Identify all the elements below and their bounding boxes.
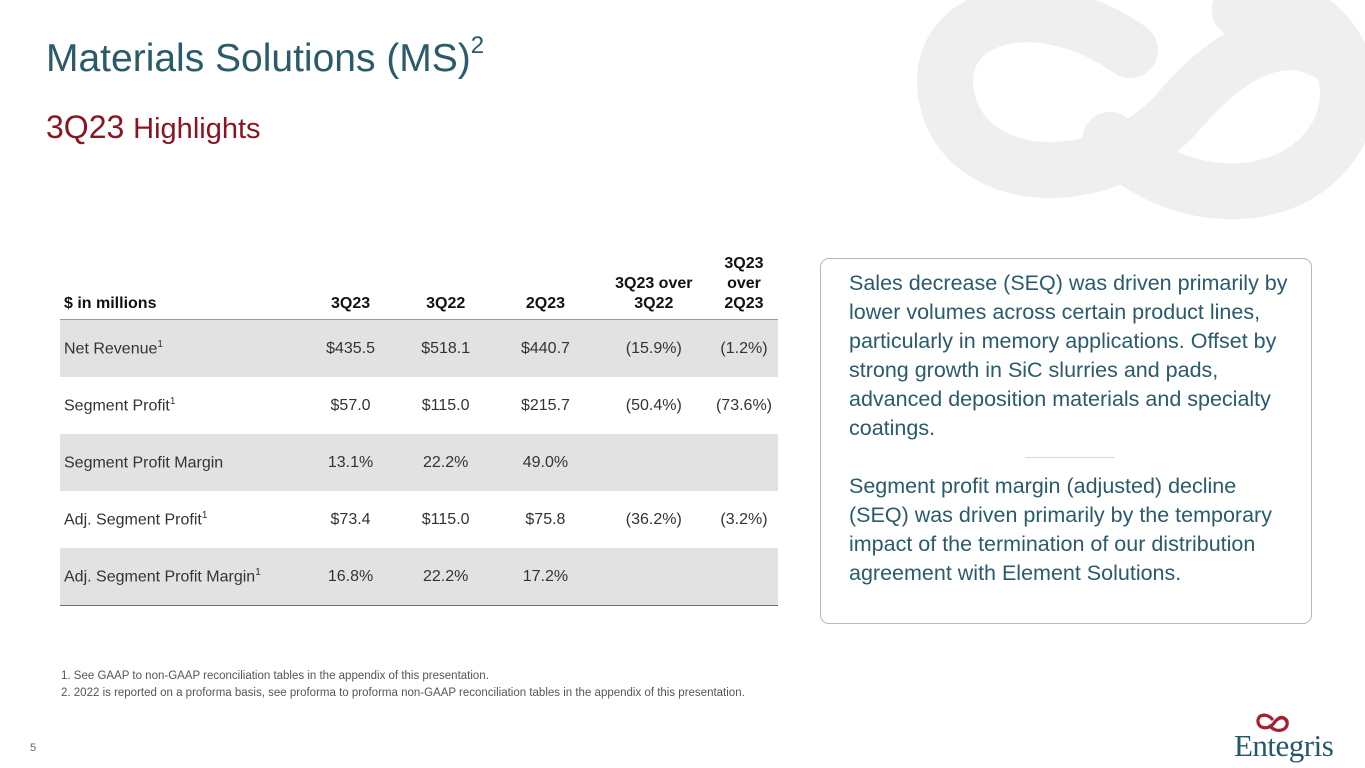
column-header-3q23: 3Q23 — [302, 254, 399, 320]
table-header-row: $ in millions 3Q23 3Q22 2Q23 3Q23 over 3Q… — [60, 254, 778, 320]
row-label: Adj. Segment Profit1 — [64, 509, 208, 529]
row-label: Segment Profit Margin — [60, 434, 303, 491]
page-number: 5 — [30, 742, 37, 754]
cell-seq — [709, 434, 778, 491]
financial-table: $ in millions 3Q23 3Q22 2Q23 3Q23 over 3Q… — [60, 254, 778, 606]
table-row: Segment Profit Margin 13.1% 22.2% 49.0% — [60, 434, 778, 491]
logo-ampersand-icon — [1256, 713, 1289, 732]
page-title: Materials Solutions (MS)2 — [46, 32, 484, 83]
cell-seq: (3.2%) — [720, 510, 768, 528]
cell-3q23: 13.1% — [302, 434, 399, 491]
cell-yoy — [597, 434, 710, 491]
footnote-1: 1. See GAAP to non-GAAP reconciliation t… — [61, 670, 489, 682]
cell-yoy — [597, 548, 710, 606]
column-header-seq: 3Q23 over 2Q23 — [709, 254, 778, 320]
entegris-logo: Entegris — [1232, 712, 1342, 764]
footnote-2: 2. 2022 is reported on a proforma basis,… — [61, 687, 745, 699]
cell-yoy: (36.2%) — [625, 510, 682, 528]
cell-3q22: 22.2% — [398, 548, 494, 606]
column-header-3q22: 3Q22 — [398, 254, 494, 320]
commentary-divider — [1025, 457, 1115, 458]
subtitle-period: 3Q23 — [46, 109, 125, 145]
cell-3q22: $518.1 — [398, 319, 494, 377]
subtitle-text: Highlights — [133, 113, 261, 145]
cell-3q22: 22.2% — [398, 434, 494, 491]
commentary-paragraph-margin: Segment profit margin (adjusted) decline… — [849, 474, 1272, 585]
table-row: Net Revenue1 $435.5 $518.1 $440.7 (15.9%… — [60, 319, 778, 377]
cell-3q23: $57.0 — [330, 396, 371, 414]
table-row: Segment Profit1 $57.0 $115.0 $215.7 (50.… — [60, 377, 778, 434]
cell-seq — [709, 548, 778, 606]
cell-2q23: 17.2% — [493, 548, 598, 606]
cell-3q23: 16.8% — [302, 548, 399, 606]
page-title-text: Materials Solutions (MS) — [46, 37, 471, 80]
table-row: Adj. Segment Profit Margin1 16.8% 22.2% … — [60, 548, 778, 606]
cell-2q23: $75.8 — [525, 510, 566, 528]
commentary-box: Sales decrease (SEQ) was driven primaril… — [820, 258, 1312, 624]
row-label: Adj. Segment Profit Margin1 — [60, 548, 303, 606]
row-label: Net Revenue1 — [60, 319, 303, 377]
column-header-metric: $ in millions — [60, 254, 303, 320]
row-label: Segment Profit1 — [64, 395, 176, 415]
table-row: Adj. Segment Profit1 $73.4 $115.0 $75.8 … — [60, 491, 778, 548]
background-ampersand-watermark — [917, 0, 1365, 220]
column-header-2q23: 2Q23 — [493, 254, 598, 320]
cell-3q22: $115.0 — [421, 396, 470, 414]
page-subtitle: 3Q23 Highlights — [46, 108, 261, 147]
cell-yoy: (50.4%) — [625, 396, 682, 414]
cell-seq: (1.2%) — [709, 319, 778, 377]
cell-3q23: $435.5 — [302, 319, 399, 377]
cell-seq: (73.6%) — [715, 396, 772, 414]
commentary-paragraph-sales: Sales decrease (SEQ) was driven primaril… — [849, 271, 1288, 440]
cell-2q23: 49.0% — [493, 434, 598, 491]
footnotes: 1. See GAAP to non-GAAP reconciliation t… — [61, 668, 745, 702]
title-superscript: 2 — [470, 32, 485, 59]
column-header-yoy: 3Q23 over 3Q22 — [597, 254, 710, 320]
cell-2q23: $440.7 — [493, 319, 598, 377]
cell-3q22: $115.0 — [421, 510, 470, 528]
cell-3q23: $73.4 — [330, 510, 371, 528]
cell-yoy: (15.9%) — [597, 319, 710, 377]
cell-2q23: $215.7 — [520, 396, 570, 414]
logo-wordmark: Entegris — [1234, 728, 1334, 763]
